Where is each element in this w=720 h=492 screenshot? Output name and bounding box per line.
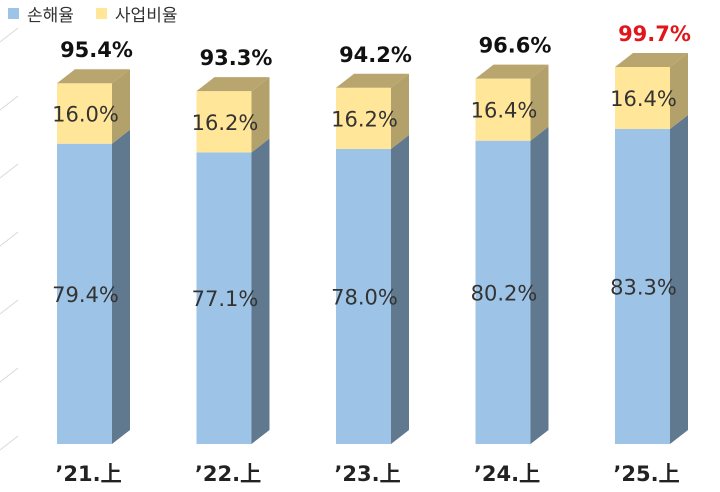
- x-tick-label: ’22.上: [195, 462, 261, 486]
- bar-segment-front: [196, 91, 252, 153]
- bar-top-face: [196, 77, 270, 92]
- grid-line: [0, 163, 19, 179]
- bar-segment-side: [112, 69, 130, 144]
- bar-segment-front: [615, 128, 670, 444]
- bar-segment-side: [530, 64, 549, 141]
- bar-segment-front: [57, 83, 112, 144]
- total-value-label: 93.3%: [200, 46, 273, 70]
- segment-value-label: 79.4%: [52, 283, 119, 307]
- total-value-label: 94.2%: [339, 43, 412, 67]
- segment-value-label: 77.1%: [192, 287, 259, 311]
- bar-segment-side: [391, 135, 409, 444]
- legend-swatch-loss-ratio: [8, 7, 19, 19]
- grid-line: [0, 367, 19, 383]
- bar-segment-front: [336, 149, 391, 444]
- grid-line: [0, 299, 19, 315]
- segment-value-label: 16.0%: [52, 102, 119, 126]
- bar-segment-front: [196, 152, 252, 444]
- bar-segment-side: [530, 126, 549, 444]
- bar-segment-side: [670, 52, 688, 129]
- chart-legend: 손해율 사업비율: [8, 1, 199, 26]
- legend-label-expense-ratio: 사업비율: [114, 5, 178, 25]
- x-tick-label: ’24.上: [474, 462, 540, 486]
- bar-top-face: [615, 52, 688, 67]
- total-value-label: 96.6%: [479, 34, 552, 58]
- legend-swatch-expense-ratio: [95, 7, 107, 19]
- legend-label-loss-ratio: 손해율: [27, 5, 74, 25]
- grid-lines: [0, 27, 19, 451]
- x-tick-label: ’25.上: [613, 462, 679, 486]
- bar-top-face: [57, 69, 130, 84]
- x-tick-label: ’21.上: [55, 462, 121, 486]
- segment-value-label: 83.3%: [610, 275, 677, 299]
- bar-segment-front: [475, 78, 531, 141]
- bar-top-face: [475, 64, 549, 79]
- bar-segment-front: [475, 140, 531, 444]
- total-value-label: 99.7%: [618, 22, 691, 46]
- x-axis-tick-labels: ’21.上 ’22.上 ’23.上 ’24.上 ’25.上: [55, 462, 679, 486]
- grid-line: [0, 95, 19, 111]
- segment-value-label: 16.2%: [331, 107, 398, 131]
- bar-segment-front: [57, 143, 112, 444]
- legend-item-loss-ratio: 손해율: [8, 1, 74, 26]
- total-value-label: 95.4%: [60, 38, 133, 62]
- legend-item-expense-ratio: 사업비율: [95, 1, 178, 26]
- segment-value-label: 80.2%: [471, 281, 538, 305]
- bar-segment-side: [251, 138, 270, 444]
- segment-value-label: 16.4%: [610, 87, 677, 111]
- bar-segment-side: [670, 114, 688, 444]
- bar-series-group: [57, 52, 688, 444]
- bar-segment-side: [112, 129, 130, 444]
- x-tick-label: ’23.上: [334, 462, 400, 486]
- grid-line: [0, 231, 19, 247]
- bar-segment-side: [391, 73, 409, 150]
- grid-line: [0, 27, 19, 43]
- bar-top-face: [336, 73, 409, 88]
- data-labels-group: 79.4% 16.0% 95.4% 77.1% 16.2% 93.3% 78.0% 16.2%…: [52, 22, 691, 311]
- segment-value-label: 16.2%: [192, 111, 259, 135]
- bar-segment-side: [251, 77, 270, 153]
- bar-segment-front: [336, 87, 391, 150]
- segment-value-label: 16.4%: [471, 99, 538, 123]
- grid-line: [0, 435, 19, 451]
- segment-value-label: 78.0%: [331, 286, 398, 310]
- bar-segment-front: [615, 66, 670, 129]
